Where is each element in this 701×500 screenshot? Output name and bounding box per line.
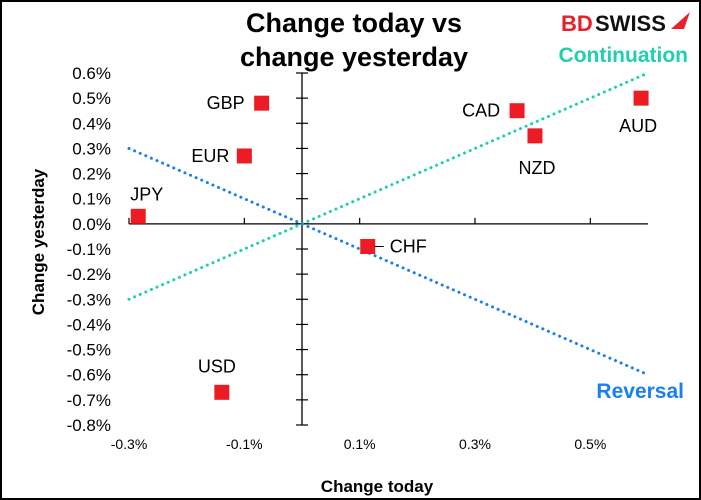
x-tick-label: 0.5%	[574, 436, 606, 452]
y-tick-label: -0.4%	[67, 315, 111, 334]
x-tick-label: -0.3%	[111, 436, 148, 452]
point-chf	[360, 238, 376, 254]
point-label-cad: CAD	[462, 101, 500, 121]
y-tick-label: 0.2%	[72, 165, 111, 184]
point-usd	[214, 384, 230, 400]
point-label-gbp: GBP	[207, 93, 245, 113]
y-tick-label: 0.0%	[72, 215, 111, 234]
point-label-jpy: JPY	[130, 184, 163, 204]
continuation-label: Continuation	[559, 44, 688, 67]
y-tick-label: -0.6%	[67, 366, 111, 385]
y-tick-label: -0.7%	[67, 391, 111, 410]
point-nzd	[527, 128, 543, 144]
logo-swiss: SWISS	[595, 11, 666, 36]
point-label-eur: EUR	[191, 146, 229, 166]
point-cad	[509, 103, 525, 119]
y-tick-label: 0.4%	[72, 114, 111, 133]
y-tick-label: 0.3%	[72, 139, 111, 158]
point-label-chf: CHF	[390, 236, 427, 256]
logo-flag-icon	[671, 12, 690, 29]
point-label-nzd: NZD	[518, 158, 555, 178]
point-gbp	[254, 95, 270, 111]
y-tick-label: -0.8%	[67, 416, 111, 435]
point-label-aud: AUD	[619, 116, 657, 136]
y-tick-label: -0.1%	[67, 240, 111, 259]
point-eur	[236, 148, 252, 164]
x-tick-label: -0.1%	[226, 436, 263, 452]
y-tick-label: 0.1%	[72, 190, 111, 209]
x-axis-label: Change today	[321, 477, 434, 496]
chart-title-line-1: Change today vs	[246, 8, 462, 38]
point-jpy	[130, 208, 146, 224]
y-tick-label: -0.2%	[67, 265, 111, 284]
y-tick-label: 0.6%	[72, 64, 111, 83]
reversal-label: Reversal	[596, 380, 684, 403]
x-tick-label: 0.3%	[459, 436, 491, 452]
point-aud	[633, 90, 649, 106]
y-tick-label: -0.3%	[67, 290, 111, 309]
y-tick-label: 0.5%	[72, 89, 111, 108]
y-tick-label: -0.5%	[67, 341, 111, 360]
bdswiss-logo: BD SWISS	[561, 11, 690, 36]
reversal-line	[127, 146, 650, 377]
x-tick-label: 0.1%	[344, 436, 376, 452]
y-axis-label: Change yesterday	[29, 168, 48, 315]
point-label-usd: USD	[198, 356, 236, 376]
logo-bd: BD	[561, 11, 593, 36]
chart-title-line-2: change yesterday	[240, 42, 468, 72]
